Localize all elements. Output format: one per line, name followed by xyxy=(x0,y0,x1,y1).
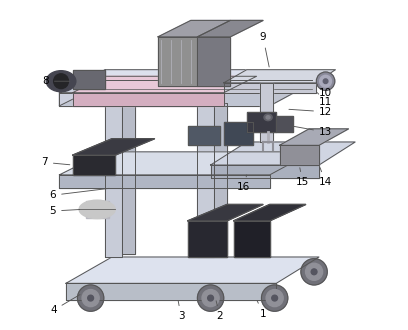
Polygon shape xyxy=(188,221,227,257)
Polygon shape xyxy=(66,283,276,300)
Polygon shape xyxy=(224,83,316,93)
Circle shape xyxy=(316,72,335,90)
Polygon shape xyxy=(279,129,348,145)
Circle shape xyxy=(320,75,332,87)
Polygon shape xyxy=(233,204,306,221)
Polygon shape xyxy=(260,83,273,142)
Polygon shape xyxy=(224,70,335,83)
Circle shape xyxy=(306,263,323,280)
Polygon shape xyxy=(66,257,319,283)
Circle shape xyxy=(262,285,288,311)
Text: 4: 4 xyxy=(50,295,80,315)
Polygon shape xyxy=(73,76,257,93)
Circle shape xyxy=(311,269,317,275)
Text: 11: 11 xyxy=(317,93,332,107)
Ellipse shape xyxy=(79,200,115,218)
Polygon shape xyxy=(105,106,122,257)
Circle shape xyxy=(88,295,93,301)
Polygon shape xyxy=(197,37,230,86)
Polygon shape xyxy=(60,175,270,188)
Text: 8: 8 xyxy=(42,76,70,86)
Text: 2: 2 xyxy=(216,301,223,321)
Text: 12: 12 xyxy=(289,107,332,117)
Polygon shape xyxy=(276,116,293,132)
Polygon shape xyxy=(197,106,214,257)
Circle shape xyxy=(82,289,99,307)
Ellipse shape xyxy=(46,71,76,92)
Circle shape xyxy=(323,79,328,83)
Text: 13: 13 xyxy=(292,126,332,137)
Circle shape xyxy=(208,295,213,301)
Ellipse shape xyxy=(266,116,270,119)
Circle shape xyxy=(272,295,277,301)
Text: 14: 14 xyxy=(319,168,332,187)
Text: 3: 3 xyxy=(178,301,184,321)
Ellipse shape xyxy=(264,114,272,121)
Polygon shape xyxy=(86,201,109,217)
Polygon shape xyxy=(214,103,227,254)
Polygon shape xyxy=(60,70,313,93)
Polygon shape xyxy=(270,70,313,106)
Circle shape xyxy=(54,74,69,88)
Polygon shape xyxy=(211,142,355,165)
Polygon shape xyxy=(197,20,263,37)
Polygon shape xyxy=(233,221,270,257)
Polygon shape xyxy=(158,37,197,86)
Polygon shape xyxy=(73,139,155,155)
Polygon shape xyxy=(60,152,313,175)
Circle shape xyxy=(202,289,219,307)
Polygon shape xyxy=(60,70,105,106)
Text: 15: 15 xyxy=(296,168,309,187)
Circle shape xyxy=(301,259,327,285)
Polygon shape xyxy=(211,165,319,178)
Text: 6: 6 xyxy=(49,188,109,200)
Polygon shape xyxy=(73,93,224,106)
Polygon shape xyxy=(60,93,270,106)
Polygon shape xyxy=(122,103,135,254)
Polygon shape xyxy=(279,145,319,165)
Circle shape xyxy=(78,285,104,311)
Text: 1: 1 xyxy=(257,301,266,318)
Polygon shape xyxy=(158,20,230,37)
Polygon shape xyxy=(73,155,115,175)
Polygon shape xyxy=(247,113,276,132)
Text: 16: 16 xyxy=(237,175,250,192)
Text: 10: 10 xyxy=(317,84,332,98)
Text: 7: 7 xyxy=(41,157,70,167)
Polygon shape xyxy=(188,126,220,145)
Polygon shape xyxy=(224,122,253,145)
Polygon shape xyxy=(188,204,263,221)
Circle shape xyxy=(266,289,283,307)
Text: 5: 5 xyxy=(49,206,80,216)
Text: 9: 9 xyxy=(260,32,269,67)
Circle shape xyxy=(197,285,224,311)
Polygon shape xyxy=(73,70,105,89)
